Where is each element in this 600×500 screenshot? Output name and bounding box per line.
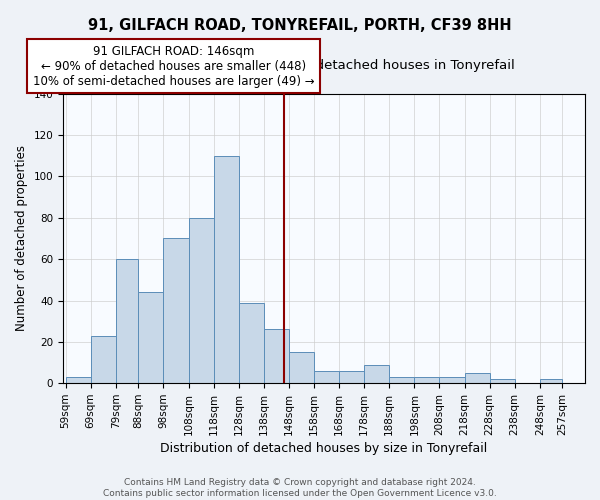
Text: Contains HM Land Registry data © Crown copyright and database right 2024.
Contai: Contains HM Land Registry data © Crown c… (103, 478, 497, 498)
Bar (139, 292, 163, 383)
Text: 91 GILFACH ROAD: 146sqm
← 90% of detached houses are smaller (448)
10% of semi-d: 91 GILFACH ROAD: 146sqm ← 90% of detache… (32, 44, 314, 88)
X-axis label: Distribution of detached houses by size in Tonyrefail: Distribution of detached houses by size … (160, 442, 488, 455)
Bar (188, 218, 214, 383)
Bar (415, 377, 439, 383)
Text: 91, GILFACH ROAD, TONYREFAIL, PORTH, CF39 8HH: 91, GILFACH ROAD, TONYREFAIL, PORTH, CF3… (88, 18, 512, 32)
Bar (264, 330, 289, 383)
Title: Size of property relative to detached houses in Tonyrefail: Size of property relative to detached ho… (133, 59, 515, 72)
Bar (339, 371, 364, 383)
Bar (289, 352, 314, 383)
Y-axis label: Number of detached properties: Number of detached properties (15, 146, 28, 332)
Bar (464, 373, 490, 383)
Bar (540, 379, 562, 383)
Bar (91, 336, 116, 383)
Bar (214, 156, 239, 383)
Bar (116, 259, 139, 383)
Bar (490, 379, 515, 383)
Bar (439, 377, 464, 383)
Bar (389, 377, 415, 383)
Bar (364, 364, 389, 383)
Bar (314, 371, 339, 383)
Bar (65, 377, 91, 383)
Bar (163, 238, 188, 383)
Bar (239, 302, 264, 383)
